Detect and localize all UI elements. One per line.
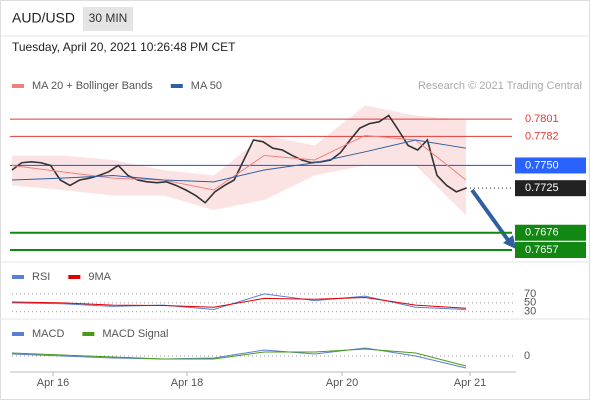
bollinger-band (12, 105, 466, 216)
series-line (11, 347, 467, 369)
interval: 30 MIN (89, 11, 128, 25)
series-line (11, 134, 467, 191)
x-tick-label: Apr 16 (37, 377, 69, 389)
forecast-arrow (470, 188, 510, 242)
level-label: 0.7725 (525, 182, 559, 194)
level-label: 0.7750 (525, 159, 559, 171)
series-line (11, 296, 467, 309)
x-tick-label: Apr 21 (454, 377, 486, 389)
x-tick-label: Apr 20 (326, 377, 358, 389)
legend-swatch (12, 84, 24, 88)
legend-swatch (12, 275, 24, 279)
legend-label: 9MA (88, 271, 111, 283)
series-line (11, 348, 467, 367)
level-label: 0.7801 (525, 113, 559, 125)
y-tick-label: 50 (524, 297, 536, 309)
legend-swatch (68, 275, 81, 279)
symbol: AUD/USD (12, 10, 75, 26)
legend-label: MACD (32, 328, 64, 340)
x-tick-label: Apr 18 (171, 377, 203, 389)
legend-swatch (12, 332, 24, 336)
level-box (515, 224, 586, 241)
legend-label: RSI (32, 271, 50, 283)
series-line (11, 114, 467, 204)
series-line (11, 139, 467, 183)
y-tick-label: 30 (524, 306, 536, 318)
level-label: 0.7676 (525, 227, 559, 239)
y-tick-label: 70 (524, 288, 536, 300)
timestamp: Tuesday, April 20, 2021 10:26:48 PM CET (12, 40, 236, 54)
level-label: 0.7657 (525, 244, 559, 256)
level-box (515, 180, 586, 197)
legend-label: MACD Signal (102, 328, 168, 340)
level-label: 0.7782 (525, 130, 559, 142)
legend-label: MA 20 + Bollinger Bands (32, 80, 153, 92)
legend-label: MA 50 (191, 80, 222, 92)
legend-swatch (170, 84, 183, 88)
credit: Research © 2021 Trading Central (418, 80, 582, 92)
interval-badge[interactable] (83, 7, 133, 31)
forecast-arrowhead (503, 235, 516, 249)
level-box (515, 242, 586, 258)
y-tick-label: 0 (524, 350, 530, 362)
level-box (515, 157, 586, 174)
legend-swatch (82, 332, 95, 336)
